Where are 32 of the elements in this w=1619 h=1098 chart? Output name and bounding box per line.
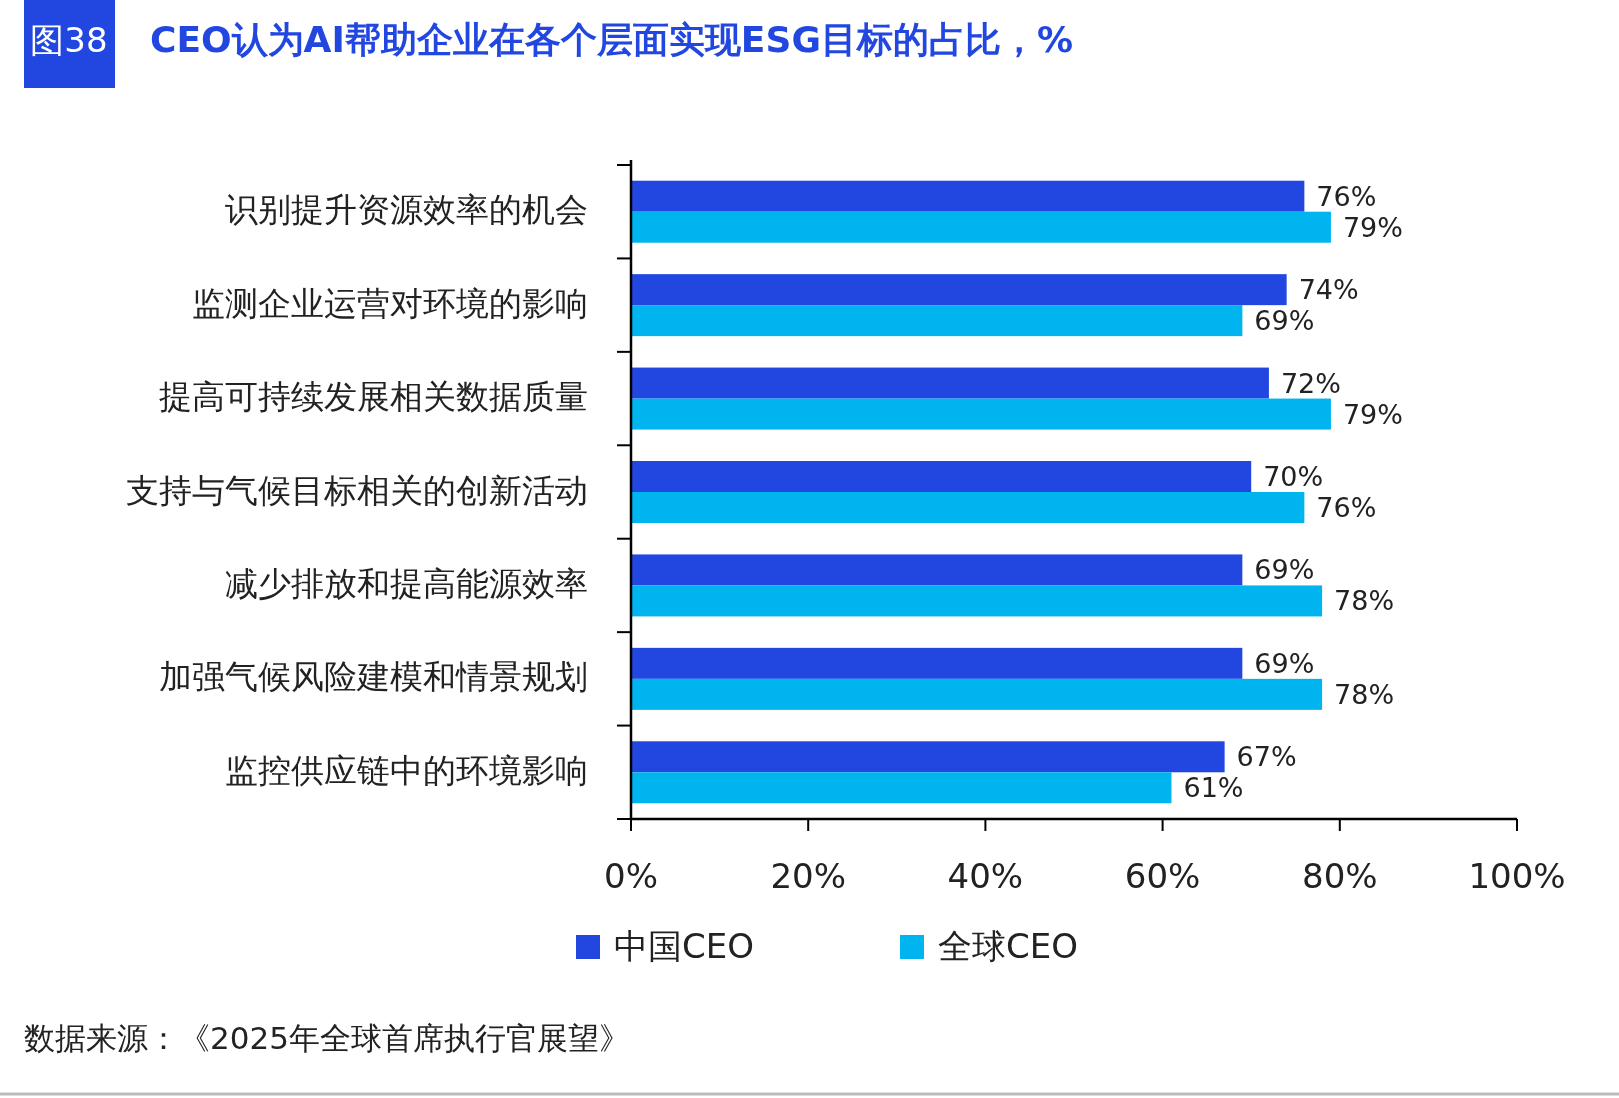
source: 数据来源：《2025年全球首席执行官展望》 — [24, 1019, 630, 1056]
data-label: 61% — [1183, 772, 1244, 804]
data-label: 78% — [1334, 585, 1395, 617]
legend-label: 全球CEO — [938, 925, 1078, 966]
data-label: 69% — [1254, 305, 1315, 337]
legend-label: 中国CEO — [614, 925, 754, 966]
data-label: 79% — [1342, 398, 1403, 430]
tick-label: 80% — [1302, 855, 1378, 896]
category-label: 提高可持续发展相关数据质量 — [159, 377, 588, 417]
tick-label: 60% — [1124, 855, 1201, 896]
data-label: 76% — [1316, 180, 1377, 212]
tick-label: 40% — [947, 855, 1024, 896]
tick-label: 0% — [604, 855, 658, 896]
tick-label: 100% — [1468, 855, 1566, 896]
category-label: 识别提升资源效率的机会 — [225, 190, 588, 230]
data-label: 78% — [1334, 678, 1395, 710]
category-label: 减少排放和提高能源效率 — [225, 563, 588, 603]
data-label: 69% — [1254, 554, 1315, 586]
category-label: 监测企业运营对环境的影响 — [192, 283, 588, 323]
data-label: 76% — [1316, 492, 1377, 523]
title: CEO认为AI帮助企业在各个层面实现ESG目标的占比，% — [150, 19, 1073, 60]
data-label: 70% — [1263, 461, 1324, 492]
data-label: 79% — [1342, 211, 1403, 243]
category-label: 监控供应链中的环境影响 — [225, 750, 588, 790]
data-label: 67% — [1236, 741, 1297, 773]
data-label: 72% — [1280, 367, 1341, 399]
category-label: 支持与气候目标相关的创新活动 — [126, 470, 588, 510]
tick-label: 20% — [770, 855, 846, 896]
category-label: 加强气候风险建模和情景规划 — [159, 657, 588, 697]
data-label: 74% — [1298, 274, 1359, 306]
data-label: 69% — [1254, 647, 1315, 679]
figure-number: 图38 — [30, 19, 108, 60]
